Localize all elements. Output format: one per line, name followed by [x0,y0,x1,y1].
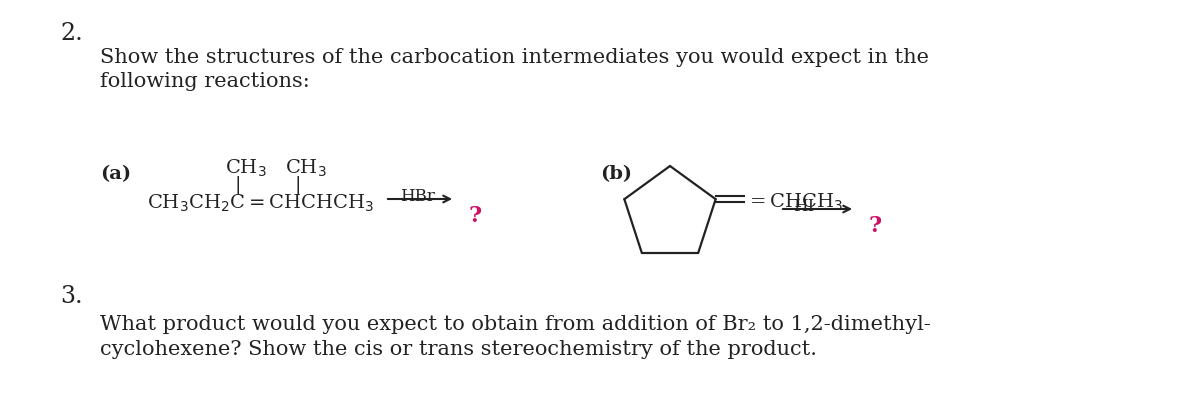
Text: HBr: HBr [400,188,434,205]
Text: |: | [295,176,301,194]
Text: 3.: 3. [60,284,83,307]
Text: following reactions:: following reactions: [100,72,310,91]
Text: (b): (b) [600,164,632,182]
Text: cyclohexene? Show the cis or trans stereochemistry of the product.: cyclohexene? Show the cis or trans stere… [100,339,817,358]
Text: Show the structures of the carbocation intermediates you would expect in the: Show the structures of the carbocation i… [100,48,929,67]
Text: (a): (a) [100,164,131,182]
Text: 2.: 2. [60,22,83,45]
Text: $\mathregular{=}$CHCH$_3$: $\mathregular{=}$CHCH$_3$ [745,191,844,212]
Text: HI: HI [793,198,815,215]
Text: CH$_3$: CH$_3$ [226,158,266,179]
Text: What product would you expect to obtain from addition of Br₂ to 1,2-dimethyl-: What product would you expect to obtain … [100,314,931,333]
Text: ?: ? [868,215,881,237]
Text: CH$_3$CH$_2$C$=$CHCHCH$_3$: CH$_3$CH$_2$C$=$CHCHCH$_3$ [148,192,374,214]
Text: |: | [235,176,241,194]
Text: CH$_3$: CH$_3$ [286,158,326,179]
Text: ?: ? [468,205,481,227]
